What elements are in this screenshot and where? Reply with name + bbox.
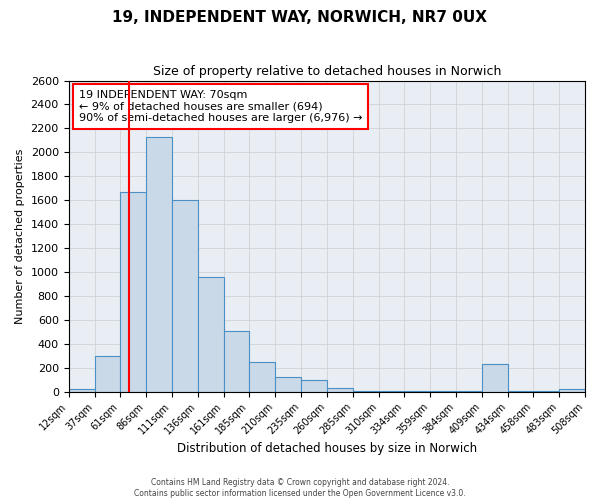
Bar [482,364,508,392]
Bar [430,391,456,392]
Text: 19, INDEPENDENT WAY, NORWICH, NR7 0UX: 19, INDEPENDENT WAY, NORWICH, NR7 0UX [113,10,487,25]
Bar [172,200,197,392]
Bar [559,390,585,392]
Title: Size of property relative to detached houses in Norwich: Size of property relative to detached ho… [152,65,501,78]
Bar [533,391,559,392]
X-axis label: Distribution of detached houses by size in Norwich: Distribution of detached houses by size … [177,442,477,455]
Bar [404,391,430,392]
Bar [248,362,275,392]
Y-axis label: Number of detached properties: Number of detached properties [15,148,25,324]
Bar [224,331,248,392]
Text: 19 INDEPENDENT WAY: 70sqm
← 9% of detached houses are smaller (694)
90% of semi-: 19 INDEPENDENT WAY: 70sqm ← 9% of detach… [79,90,362,123]
Bar [327,388,353,392]
Bar [275,378,301,392]
Bar [68,390,95,392]
Bar [146,137,172,392]
Bar [456,391,482,392]
Bar [379,391,404,392]
Bar [197,277,224,392]
Text: Contains HM Land Registry data © Crown copyright and database right 2024.
Contai: Contains HM Land Registry data © Crown c… [134,478,466,498]
Bar [95,356,119,392]
Bar [119,192,146,392]
Bar [508,391,533,392]
Bar [353,391,379,392]
Bar [301,380,327,392]
